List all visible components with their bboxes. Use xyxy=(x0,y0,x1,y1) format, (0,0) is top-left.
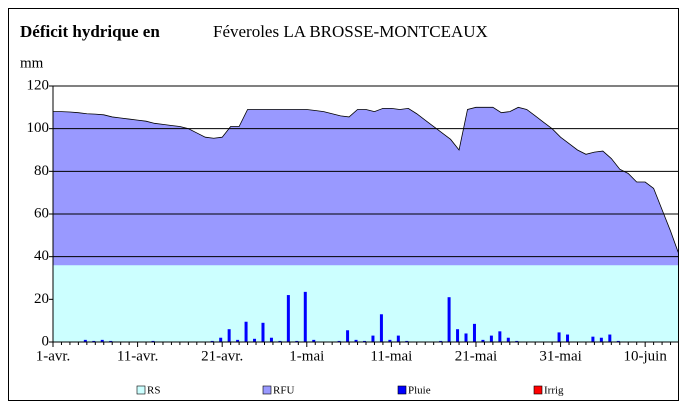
bar xyxy=(608,334,612,342)
bar xyxy=(346,330,350,342)
bar xyxy=(363,340,366,342)
legend-swatch xyxy=(136,385,146,395)
bar xyxy=(286,295,290,342)
y-tick-label: 20 xyxy=(34,291,49,307)
y-tick-label: 120 xyxy=(27,77,50,93)
x-tick-label: 11-avr. xyxy=(117,348,159,364)
area xyxy=(53,265,679,342)
bar xyxy=(472,323,476,342)
bar xyxy=(566,334,570,342)
bar xyxy=(371,335,375,342)
x-tick-label: 1-avr. xyxy=(36,348,71,364)
bar xyxy=(295,340,299,342)
legend-swatch xyxy=(262,385,272,395)
y-tick-label: 0 xyxy=(42,333,50,349)
legend-label: RS xyxy=(147,385,160,397)
bar xyxy=(506,337,510,342)
bar xyxy=(337,340,341,342)
bar xyxy=(312,339,316,342)
bar xyxy=(447,297,451,342)
bar xyxy=(109,340,113,342)
bar xyxy=(210,340,214,342)
x-tick-label: 21-avr. xyxy=(201,348,243,364)
bar xyxy=(92,340,96,342)
bar xyxy=(236,339,240,342)
bar xyxy=(464,333,468,342)
bar xyxy=(278,340,282,342)
x-tick-label: 11-mai xyxy=(370,348,412,364)
y-tick-label: 40 xyxy=(34,248,49,264)
bar xyxy=(405,340,409,342)
chart-subtitle: Féveroles LA BROSSE-MONTCEAUX xyxy=(213,22,488,41)
bar xyxy=(557,332,561,342)
y-tick-label: 80 xyxy=(34,163,49,179)
x-tick-label: 21-mai xyxy=(455,348,498,364)
x-tick-label: 10-juin xyxy=(623,348,667,364)
bar xyxy=(379,314,383,342)
chart-title: Déficit hydrique en xyxy=(20,22,160,41)
bar xyxy=(151,340,155,342)
x-tick-label: 1-mai xyxy=(289,348,324,364)
bar xyxy=(616,340,620,342)
bar xyxy=(83,339,87,342)
bar xyxy=(219,337,223,342)
bar xyxy=(253,338,257,342)
bar xyxy=(515,340,519,342)
bar xyxy=(498,331,502,342)
bar xyxy=(227,329,231,342)
legend-label: Irrig xyxy=(544,385,564,397)
legend-label: RFU xyxy=(273,385,294,397)
bar xyxy=(591,336,595,342)
bar xyxy=(354,339,358,342)
bar xyxy=(269,337,273,342)
legend-swatch xyxy=(397,385,407,395)
bar xyxy=(244,321,248,342)
bar xyxy=(481,339,485,342)
y-axis-label: mm xyxy=(20,55,44,71)
bar xyxy=(261,322,265,342)
bar xyxy=(489,335,493,342)
legend-label: Pluie xyxy=(408,385,431,397)
bar xyxy=(388,339,392,342)
y-tick-label: 60 xyxy=(34,205,49,221)
legend-swatch xyxy=(533,385,543,395)
bar xyxy=(439,340,443,342)
bar xyxy=(396,335,400,342)
y-tick-label: 100 xyxy=(27,120,50,136)
x-tick-label: 31-mai xyxy=(539,348,582,364)
bar xyxy=(456,329,460,342)
bar xyxy=(303,291,307,342)
bar xyxy=(100,339,104,342)
bar xyxy=(599,337,603,342)
